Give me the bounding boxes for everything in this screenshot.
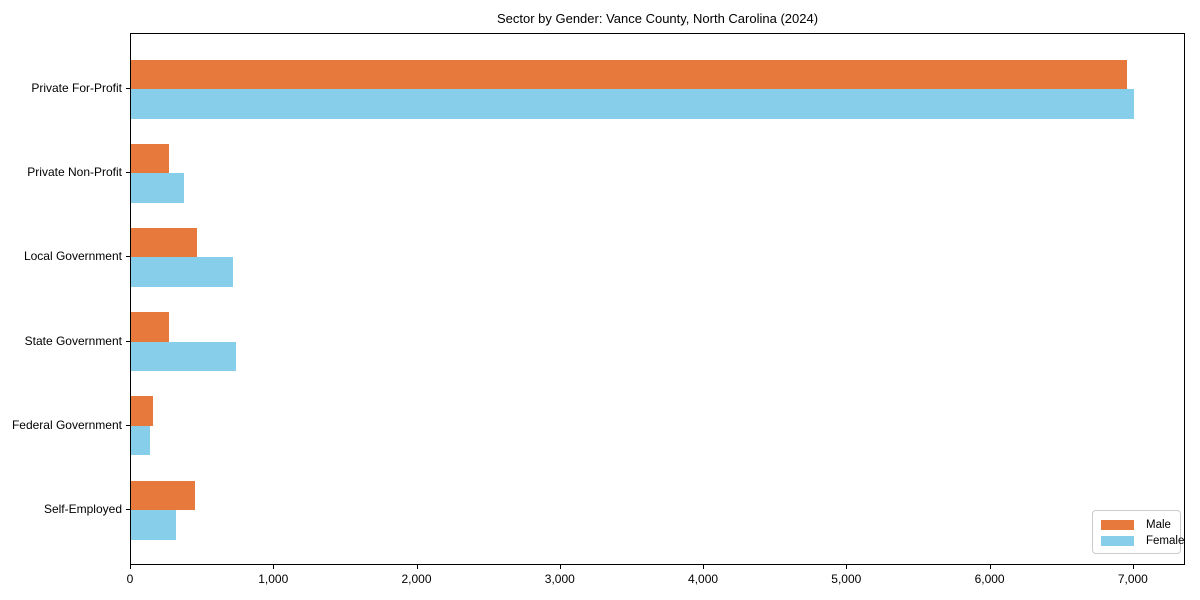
bar-female-5: [131, 425, 151, 456]
legend-item-female: Female: [1101, 533, 1184, 549]
x-tick-mark: [273, 565, 275, 569]
bar-male-1: [131, 59, 1127, 89]
legend-item-male: Male: [1101, 517, 1180, 533]
y-tick-label: Self-Employed: [43, 502, 122, 516]
x-tick-mark: [1132, 565, 1134, 569]
x-tick-label: 1,000: [258, 572, 289, 586]
x-tick-label: 6,000: [974, 572, 1005, 586]
bar-female-3: [131, 257, 234, 287]
plot-area: [130, 33, 1185, 565]
y-tick-mark: [126, 88, 130, 89]
bar-male-6: [131, 480, 195, 510]
bar-female-6: [131, 510, 177, 540]
y-tick-mark: [126, 172, 130, 174]
legend: Male Female: [1092, 510, 1184, 554]
bar-female-4: [131, 341, 236, 372]
x-tick-label: 3,000: [544, 572, 575, 586]
x-tick-label: 2,000: [401, 572, 432, 586]
x-tick-label: 7,000: [1117, 572, 1148, 586]
x-tick-mark: [559, 565, 561, 569]
y-tick-label: Federal Government: [11, 417, 122, 432]
chart-title: Sector by Gender: Vance County, North Ca…: [496, 11, 819, 26]
y-tick-mark: [126, 424, 130, 426]
y-tick-mark: [126, 340, 130, 342]
y-tick-mark: [126, 256, 130, 258]
x-tick-mark: [703, 565, 705, 569]
y-tick-mark: [126, 509, 130, 510]
x-tick-mark: [130, 565, 131, 569]
x-tick-label: 4,000: [688, 572, 719, 586]
x-tick-label: 0: [126, 572, 134, 586]
bar-male-2: [131, 143, 169, 174]
y-tick-label: Private Non-Profit: [27, 165, 122, 180]
x-tick-label: 5,000: [831, 572, 862, 586]
y-tick-label: Private For-Profit: [31, 81, 122, 95]
legend-swatch-male: [1101, 520, 1134, 530]
y-tick-label: Local Government: [23, 249, 122, 264]
x-tick-mark: [989, 565, 991, 569]
bar-female-1: [131, 89, 1134, 119]
x-tick-mark: [846, 565, 848, 569]
bar-female-2: [131, 173, 184, 203]
legend-swatch-female: [1101, 536, 1134, 546]
bar-male-3: [131, 227, 197, 258]
bar-male-4: [131, 312, 169, 342]
y-tick-label: State Government: [24, 333, 122, 348]
x-tick-mark: [416, 565, 418, 569]
legend-label: Male: [1146, 519, 1171, 531]
bar-male-5: [131, 396, 154, 426]
legend-label: Female: [1146, 535, 1185, 547]
